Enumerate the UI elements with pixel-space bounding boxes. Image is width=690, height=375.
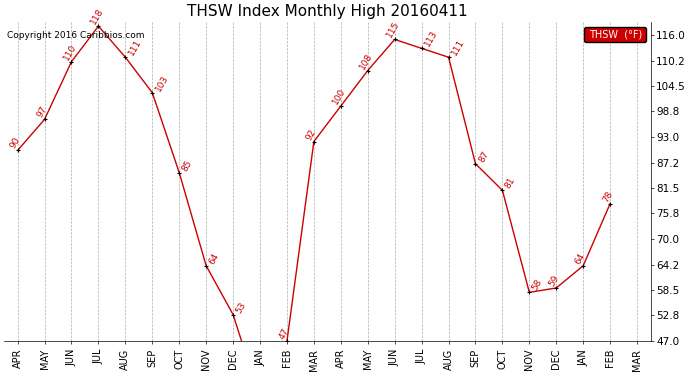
- Point: [39, 116, 50, 122]
- Point: [524, 290, 535, 296]
- Text: Copyright 2016 Caribbios.com: Copyright 2016 Caribbios.com: [8, 31, 145, 40]
- Text: 64: 64: [208, 251, 221, 266]
- Point: [228, 312, 239, 318]
- Text: 115: 115: [385, 20, 402, 39]
- Point: [416, 45, 427, 51]
- Text: 53: 53: [235, 300, 248, 315]
- Text: 64: 64: [574, 251, 587, 266]
- Point: [470, 161, 481, 167]
- Text: 78: 78: [601, 189, 614, 204]
- Text: 111: 111: [450, 38, 466, 57]
- Point: [201, 263, 212, 269]
- Point: [66, 58, 77, 64]
- Text: 111: 111: [127, 38, 143, 57]
- Text: 100: 100: [331, 87, 348, 106]
- Point: [147, 90, 158, 96]
- Text: 108: 108: [358, 51, 375, 70]
- Point: [335, 103, 346, 109]
- Text: 113: 113: [423, 29, 440, 48]
- Point: [12, 147, 23, 153]
- Text: 59: 59: [547, 273, 560, 288]
- Legend: THSW  (°F): THSW (°F): [584, 27, 646, 42]
- Point: [389, 36, 400, 42]
- Text: 110: 110: [62, 42, 79, 62]
- Text: 85: 85: [181, 158, 194, 172]
- Text: 92: 92: [304, 127, 318, 141]
- Point: [362, 68, 373, 74]
- Text: 87: 87: [477, 149, 491, 164]
- Point: [443, 54, 454, 60]
- Point: [604, 201, 615, 207]
- Text: 97: 97: [35, 105, 49, 119]
- Point: [282, 338, 293, 344]
- Point: [551, 285, 562, 291]
- Text: 90: 90: [8, 136, 22, 150]
- Text: 47: 47: [277, 327, 291, 341]
- Title: THSW Index Monthly High 20160411: THSW Index Monthly High 20160411: [187, 4, 468, 19]
- Point: [578, 263, 589, 269]
- Point: [497, 188, 508, 194]
- Text: 58: 58: [531, 278, 544, 292]
- Text: 118: 118: [89, 7, 106, 26]
- Point: [93, 23, 104, 29]
- Point: [308, 138, 319, 144]
- Text: 34: 34: [0, 374, 1, 375]
- Text: 81: 81: [504, 176, 518, 190]
- Text: 103: 103: [154, 73, 170, 93]
- Point: [120, 54, 131, 60]
- Point: [174, 170, 185, 176]
